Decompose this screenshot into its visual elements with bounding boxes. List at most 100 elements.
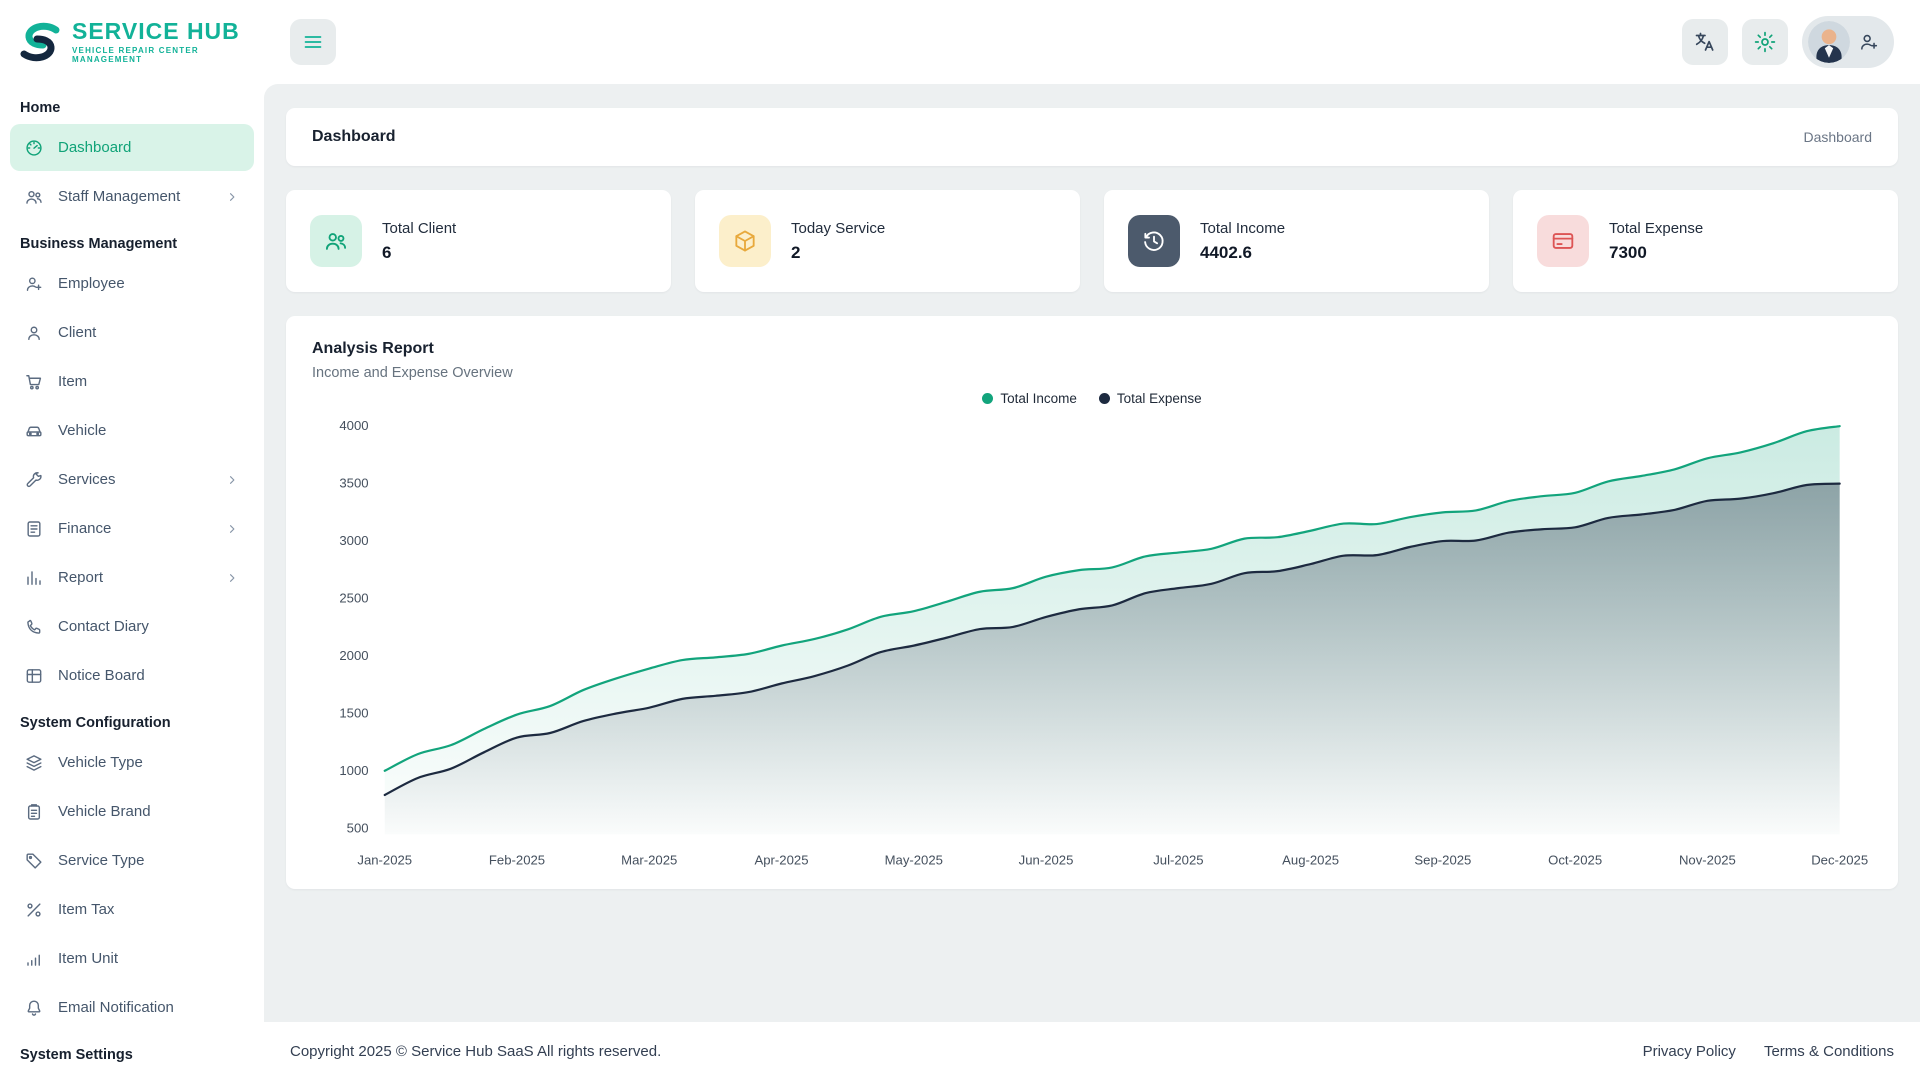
- sidebar-item-report[interactable]: Report: [10, 554, 254, 601]
- settings-button[interactable]: [1742, 19, 1788, 65]
- sidebar-item-label: Finance: [58, 520, 112, 537]
- notice-board-icon: [24, 666, 44, 686]
- brand-logo[interactable]: SERVICE HUB VEHICLE REPAIR CENTER MANAGE…: [0, 0, 264, 84]
- sidebar-nav: Home Dashboard Staff Management Business Ma…: [0, 100, 264, 1063]
- dashboard-icon: [24, 138, 44, 158]
- profile-button[interactable]: [1802, 16, 1894, 68]
- sidebar-item-vehicle[interactable]: Vehicle: [10, 407, 254, 454]
- sidebar-item-label: Dashboard: [58, 139, 132, 156]
- svg-text:1500: 1500: [339, 705, 368, 720]
- svg-text:4000: 4000: [339, 418, 368, 433]
- svg-text:Jan-2025: Jan-2025: [357, 853, 412, 868]
- sidebar-item-label: Email Notification: [58, 999, 174, 1016]
- svg-text:Feb-2025: Feb-2025: [489, 853, 545, 868]
- stat-value: 6: [382, 242, 392, 262]
- sidebar-item-label: Vehicle Type: [58, 754, 143, 771]
- svg-text:Jul-2025: Jul-2025: [1153, 853, 1203, 868]
- client-icon: [24, 323, 44, 343]
- chart-subtitle: Income and Expense Overview: [312, 365, 513, 381]
- stat-label: Total Client: [382, 219, 457, 237]
- svg-text:Oct-2025: Oct-2025: [1548, 853, 1602, 868]
- topbar-actions: [1682, 16, 1894, 68]
- sidebar-item-staff-management[interactable]: Staff Management: [10, 173, 254, 220]
- stat-card-total-expense: Total Expense 7300: [1513, 190, 1898, 292]
- sidebar-item-item-unit[interactable]: Item Unit: [10, 935, 254, 982]
- legend-item-total-expense[interactable]: Total Expense: [1098, 391, 1202, 406]
- sidebar-item-email-notification[interactable]: Email Notification: [10, 984, 254, 1031]
- sidebar-item-notice-board[interactable]: Notice Board: [10, 652, 254, 699]
- svg-text:3500: 3500: [339, 476, 368, 491]
- report-icon: [24, 568, 44, 588]
- gear-icon: [1753, 30, 1777, 54]
- page-title: Dashboard: [312, 128, 396, 145]
- sidebar-toggle-button[interactable]: [290, 19, 336, 65]
- svg-text:Aug-2025: Aug-2025: [1282, 853, 1339, 868]
- sidebar-item-vehicle-type[interactable]: Vehicle Type: [10, 739, 254, 786]
- stat-value: 2: [791, 242, 801, 262]
- svg-text:Apr-2025: Apr-2025: [755, 853, 809, 868]
- vehicle-type-icon: [24, 753, 44, 773]
- sidebar-item-contact-diary[interactable]: Contact Diary: [10, 603, 254, 650]
- svg-text:Sep-2025: Sep-2025: [1414, 853, 1471, 868]
- stat-label: Today Service: [791, 219, 886, 237]
- footer-links: Privacy Policy Terms & Conditions: [1643, 1043, 1894, 1060]
- sidebar-item-label: Vehicle Brand: [58, 803, 151, 820]
- item-unit-icon: [24, 949, 44, 969]
- legend-dot: [982, 393, 994, 404]
- stat-value: 4402.6: [1200, 242, 1252, 262]
- contact-diary-icon: [24, 617, 44, 637]
- sidebar-item-item[interactable]: Item: [10, 358, 254, 405]
- svg-text:500: 500: [347, 820, 369, 835]
- sidebar-item-service-type[interactable]: Service Type: [10, 837, 254, 884]
- main-column: Dashboard Dashboard Total Client 6 Today…: [264, 0, 1920, 1080]
- topbar: [264, 0, 1920, 84]
- sidebar-item-label: Item Tax: [58, 901, 115, 918]
- sidebar-item-client[interactable]: Client: [10, 309, 254, 356]
- legend-label: Total Income: [1000, 391, 1077, 406]
- translate-button[interactable]: [1682, 19, 1728, 65]
- sidebar: SERVICE HUB VEHICLE REPAIR CENTER MANAGE…: [0, 0, 264, 1080]
- total-expense-icon: [1537, 215, 1589, 267]
- sidebar-item-services[interactable]: Services: [10, 456, 254, 503]
- sidebar-item-employee[interactable]: Employee: [10, 260, 254, 307]
- sidebar-item-label: Client: [58, 324, 97, 341]
- svg-text:3000: 3000: [339, 533, 368, 548]
- sidebar-section-heading-business-management: Business Management: [20, 236, 178, 252]
- chart-title: Analysis Report: [312, 340, 434, 357]
- stat-label: Total Income: [1200, 219, 1286, 237]
- sidebar-item-label: Employee: [58, 275, 125, 292]
- translate-icon: [1693, 30, 1717, 54]
- footer: Copyright 2025 © Service Hub SaaS All ri…: [264, 1022, 1920, 1080]
- sidebar-section-heading-system-configuration: System Configuration: [20, 715, 171, 731]
- brand-name: SERVICE HUB: [72, 18, 240, 44]
- svg-text:Nov-2025: Nov-2025: [1679, 853, 1736, 868]
- legend-dot: [1098, 393, 1110, 404]
- sidebar-item-label: Services: [58, 471, 116, 488]
- vehicle-brand-icon: [24, 802, 44, 822]
- sidebar-item-label: Vehicle: [58, 422, 107, 439]
- sidebar-item-vehicle-brand[interactable]: Vehicle Brand: [10, 788, 254, 835]
- footer-link-privacy-policy[interactable]: Privacy Policy: [1642, 1042, 1736, 1060]
- sidebar-item-finance[interactable]: Finance: [10, 505, 254, 552]
- chevron-right-icon: [224, 472, 240, 488]
- sidebar-item-label: Item: [58, 373, 88, 390]
- income-expense-chart: 500 1000 1500 2000 2500 3000 3500 4000 Jan-2025 F…: [312, 410, 1872, 875]
- content-area: Dashboard Dashboard Total Client 6 Today…: [264, 84, 1920, 1022]
- services-icon: [24, 470, 44, 490]
- employee-icon: [24, 274, 44, 294]
- stat-card-today-service: Today Service 2: [695, 190, 1080, 292]
- sidebar-item-label: Report: [58, 569, 104, 586]
- chevron-right-icon: [224, 189, 240, 205]
- stat-card-total-client: Total Client 6: [286, 190, 671, 292]
- svg-text:1000: 1000: [339, 763, 368, 778]
- item-tax-icon: [24, 900, 44, 920]
- legend-item-total-income[interactable]: Total Income: [982, 391, 1077, 406]
- svg-text:2000: 2000: [339, 648, 368, 663]
- footer-link-terms-conditions[interactable]: Terms & Conditions: [1763, 1042, 1894, 1060]
- stat-card-total-income: Total Income 4402.6: [1104, 190, 1489, 292]
- breadcrumb[interactable]: Dashboard: [1803, 129, 1873, 145]
- svg-text:Mar-2025: Mar-2025: [621, 853, 677, 868]
- sidebar-item-dashboard[interactable]: Dashboard: [10, 124, 254, 171]
- sidebar-item-item-tax[interactable]: Item Tax: [10, 886, 254, 933]
